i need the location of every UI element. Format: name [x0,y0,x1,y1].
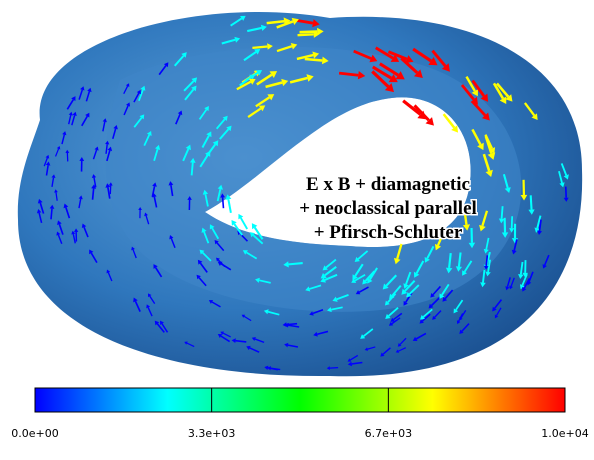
annotation-line: E x B + diamagnetic [306,174,470,195]
arrow-shaft [252,47,267,48]
arrow-shaft [51,209,52,220]
arrow-shaft [241,218,247,229]
colorbar-scale [35,388,565,412]
tick-label: 3.3e+03 [188,427,235,440]
arrow-shaft [93,189,94,200]
tick-label: 0.0e+00 [11,427,58,440]
arrow-shaft [192,163,193,176]
annotation-line: + Pfirsch-Schluter [314,222,463,243]
arrow-shaft [531,195,532,209]
arrow-shaft [502,206,503,219]
arrow-shaft [298,34,314,35]
arrow-shaft [286,324,297,325]
tick-label: 1.0e+04 [541,427,588,440]
tick-label: 6.7e+03 [365,427,412,440]
annotation-line: + neoclassical parallel [299,198,477,219]
arrow-shaft [228,199,231,212]
figure: E x B + diamagnetic + neoclassical paral… [0,0,594,460]
flux-surface [18,12,582,376]
colorbar: 0.0e+00 3.3e+03 6.7e+03 1.0e+04 [11,388,588,440]
arrow-shaft [305,59,322,60]
arrow-shaft [289,263,303,264]
arrow-shaft [223,197,224,208]
arrow-shaft [486,255,487,266]
